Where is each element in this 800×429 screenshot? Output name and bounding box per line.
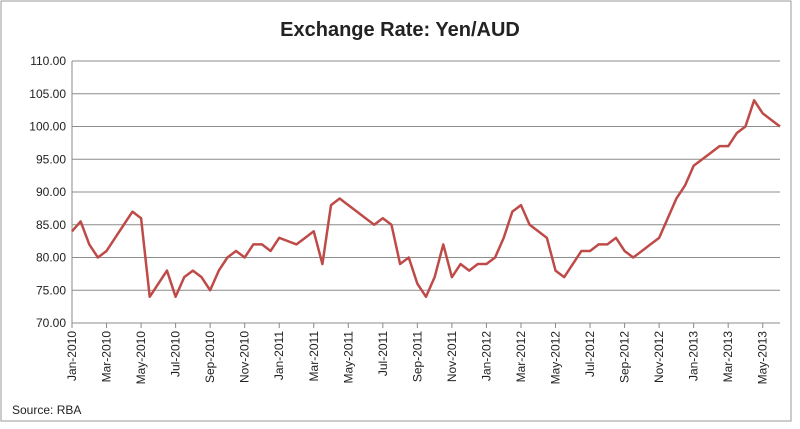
x-tick-label: Jul-2011 bbox=[376, 331, 390, 376]
x-tick-label: Sep-2010 bbox=[203, 331, 217, 383]
y-tick-label: 90.00 bbox=[36, 185, 66, 199]
y-tick-label: 85.00 bbox=[36, 218, 66, 232]
chart-frame bbox=[0, 0, 792, 422]
data-line bbox=[71, 99, 781, 299]
y-tick-label: 75.00 bbox=[36, 283, 66, 297]
x-tick-label: Mar-2010 bbox=[100, 331, 114, 383]
x-tick-label: Jan-2010 bbox=[65, 331, 79, 381]
x-tick-label: Nov-2011 bbox=[445, 331, 459, 382]
y-tick-label: 100.00 bbox=[29, 120, 66, 134]
y-tick-label: 70.00 bbox=[36, 316, 66, 330]
y-tick-label: 95.00 bbox=[36, 152, 66, 166]
x-tick-label: Jul-2012 bbox=[583, 331, 597, 377]
x-tick-label: Jan-2012 bbox=[479, 331, 493, 381]
y-tick-label: 105.00 bbox=[29, 87, 66, 101]
chart-title: Exchange Rate: Yen/AUD bbox=[280, 19, 520, 41]
x-tick-label: May-2010 bbox=[134, 331, 148, 385]
x-tick-label: Mar-2011 bbox=[307, 331, 321, 382]
x-tick-label: May-2011 bbox=[341, 331, 355, 384]
x-tick-label: May-2013 bbox=[756, 331, 770, 385]
x-tick-label: Jan-2011 bbox=[272, 331, 286, 380]
x-tick-label: May-2012 bbox=[549, 331, 563, 385]
source-note: Source: RBA bbox=[12, 403, 81, 417]
y-tick-label: 110.00 bbox=[30, 54, 66, 68]
x-tick-label: Jul-2010 bbox=[169, 331, 183, 377]
x-tick-label: Nov-2010 bbox=[238, 331, 252, 383]
x-tick-label: Sep-2012 bbox=[618, 331, 632, 383]
x-tick-label: Jan-2013 bbox=[687, 331, 701, 381]
y-tick-label: 80.00 bbox=[36, 251, 66, 265]
x-tick-label: Sep-2011 bbox=[410, 331, 424, 382]
x-tick-label: Mar-2012 bbox=[514, 331, 528, 383]
x-tick-label: Mar-2013 bbox=[721, 331, 735, 383]
x-tick-label: Nov-2012 bbox=[652, 331, 666, 383]
